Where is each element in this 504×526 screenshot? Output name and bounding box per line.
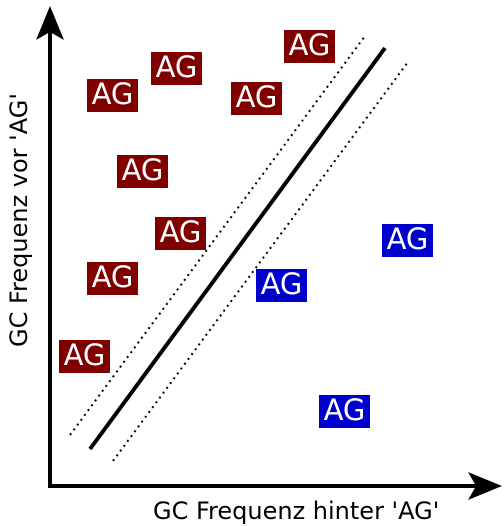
ag-marker-label: AG — [64, 338, 106, 372]
ag-marker-label: AG — [156, 50, 198, 84]
x-axis-arrowhead — [468, 472, 502, 500]
ag-marker: AG — [155, 215, 206, 250]
ag-marker: AG — [117, 153, 168, 188]
diagonal-separator-line — [88, 46, 387, 451]
ag-marker-label: AG — [387, 222, 429, 256]
ag-marker: AG — [231, 80, 282, 115]
ag-marker: AG — [59, 338, 110, 373]
x-axis-label: GC Frequenz hinter 'AG' — [153, 497, 439, 525]
ag-marker-label: AG — [122, 153, 164, 187]
ag-marker: AG — [382, 222, 433, 257]
ag-marker: AG — [256, 267, 307, 302]
ag-marker-label: AG — [261, 267, 303, 301]
ag-marker-label: AG — [324, 393, 366, 427]
ag-marker: AG — [87, 77, 138, 112]
ag-marker-label: AG — [160, 215, 202, 249]
ag-marker: AG — [284, 28, 335, 63]
ag-marker: AG — [151, 50, 202, 85]
y-axis-label: GC Frequenz vor 'AG' — [5, 93, 33, 347]
ag-marker: AG — [319, 393, 370, 428]
ag-marker-label: AG — [92, 260, 134, 294]
y-axis-arrowhead — [36, 6, 64, 40]
ag-marker-label: AG — [236, 80, 278, 114]
ag-marker: AG — [87, 260, 138, 295]
ag-marker-label: AG — [92, 77, 134, 111]
ag-marker-label: AG — [289, 28, 331, 62]
